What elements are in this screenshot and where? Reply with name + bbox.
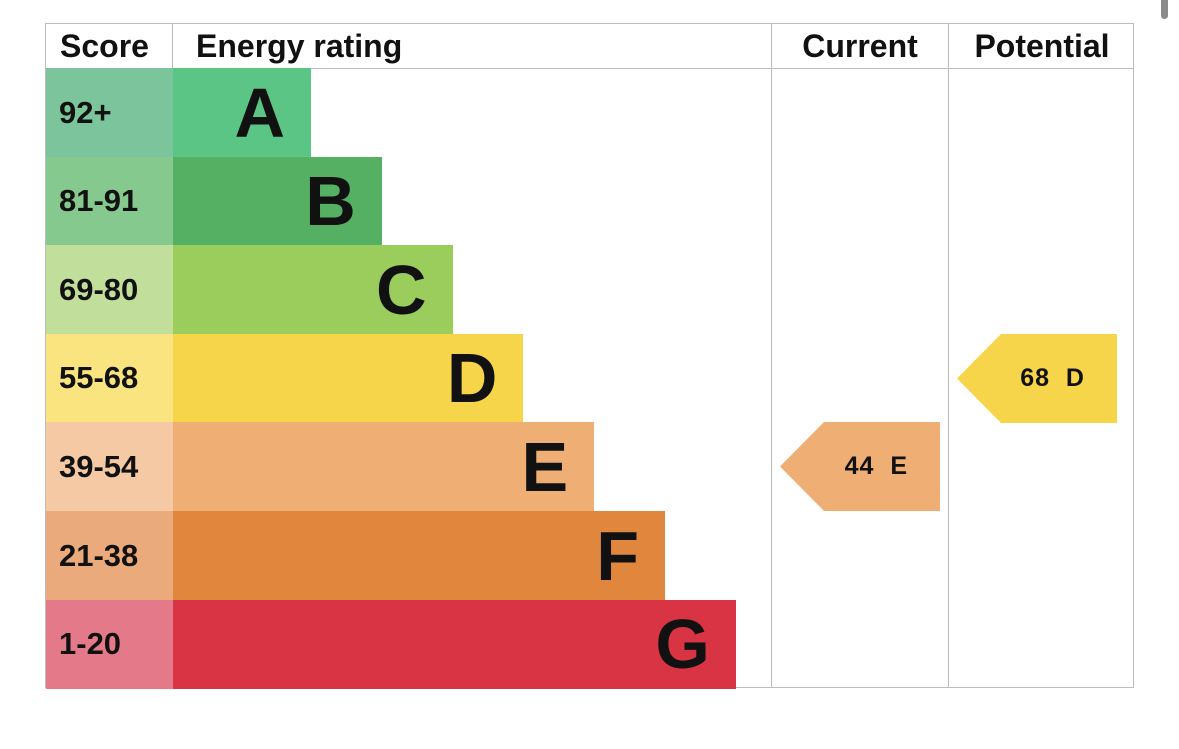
band-letter: D: [446, 339, 498, 418]
band-row-c: 69-80 C: [46, 245, 771, 335]
current-arrow-shape: [780, 422, 940, 512]
potential-rating-label: 68 D: [1020, 363, 1085, 392]
score-range: 81-91: [46, 156, 173, 246]
score-range: 69-80: [46, 245, 173, 335]
header-divider: [46, 68, 1133, 69]
band-letter: G: [655, 605, 710, 684]
band-bar-d: D: [173, 333, 524, 423]
potential-arrow-shape: [957, 333, 1117, 423]
band-bar-f: F: [173, 511, 665, 600]
score-header: Score: [60, 28, 149, 64]
potential-column-divider: [948, 24, 949, 687]
score-range: 39-54: [46, 422, 173, 512]
current-column-divider: [771, 24, 772, 687]
current-header: Current: [802, 28, 918, 64]
score-range: 55-68: [46, 333, 173, 423]
current-rating-label: 44 E: [844, 452, 908, 481]
band-letter: F: [596, 516, 639, 595]
score-range: 21-38: [46, 511, 173, 600]
band-row-e: 39-54 E: [46, 422, 771, 512]
band-letter: C: [376, 250, 427, 329]
potential-header: Potential: [974, 28, 1110, 64]
band-bar-a: A: [173, 68, 311, 157]
band-row-d: 55-68 D: [46, 333, 771, 423]
score-range: 1-20: [46, 599, 173, 689]
current-rating-marker: 44 E: [780, 422, 940, 512]
band-bar-e: E: [173, 422, 595, 512]
band-bar-c: C: [173, 245, 453, 335]
score-column-divider: [172, 24, 173, 68]
band-letter: B: [305, 162, 356, 241]
energy-rating-chart: Score Energy rating Current Potential 92…: [45, 23, 1134, 689]
band-letter: A: [234, 73, 285, 152]
scrollbar-thumb[interactable]: [1161, 0, 1168, 19]
energy-rating-header: Energy rating: [196, 28, 403, 64]
band-bar-g: G: [173, 599, 736, 689]
band-bar-b: B: [173, 156, 382, 246]
potential-rating-marker: 68 D: [957, 333, 1117, 423]
score-range: 92+: [46, 68, 173, 157]
band-row-f: 21-38 F: [46, 511, 771, 600]
band-row-a: 92+ A: [46, 68, 771, 157]
band-letter: E: [521, 427, 569, 506]
band-row-b: 81-91 B: [46, 156, 771, 246]
band-row-g: 1-20 G: [46, 599, 771, 689]
